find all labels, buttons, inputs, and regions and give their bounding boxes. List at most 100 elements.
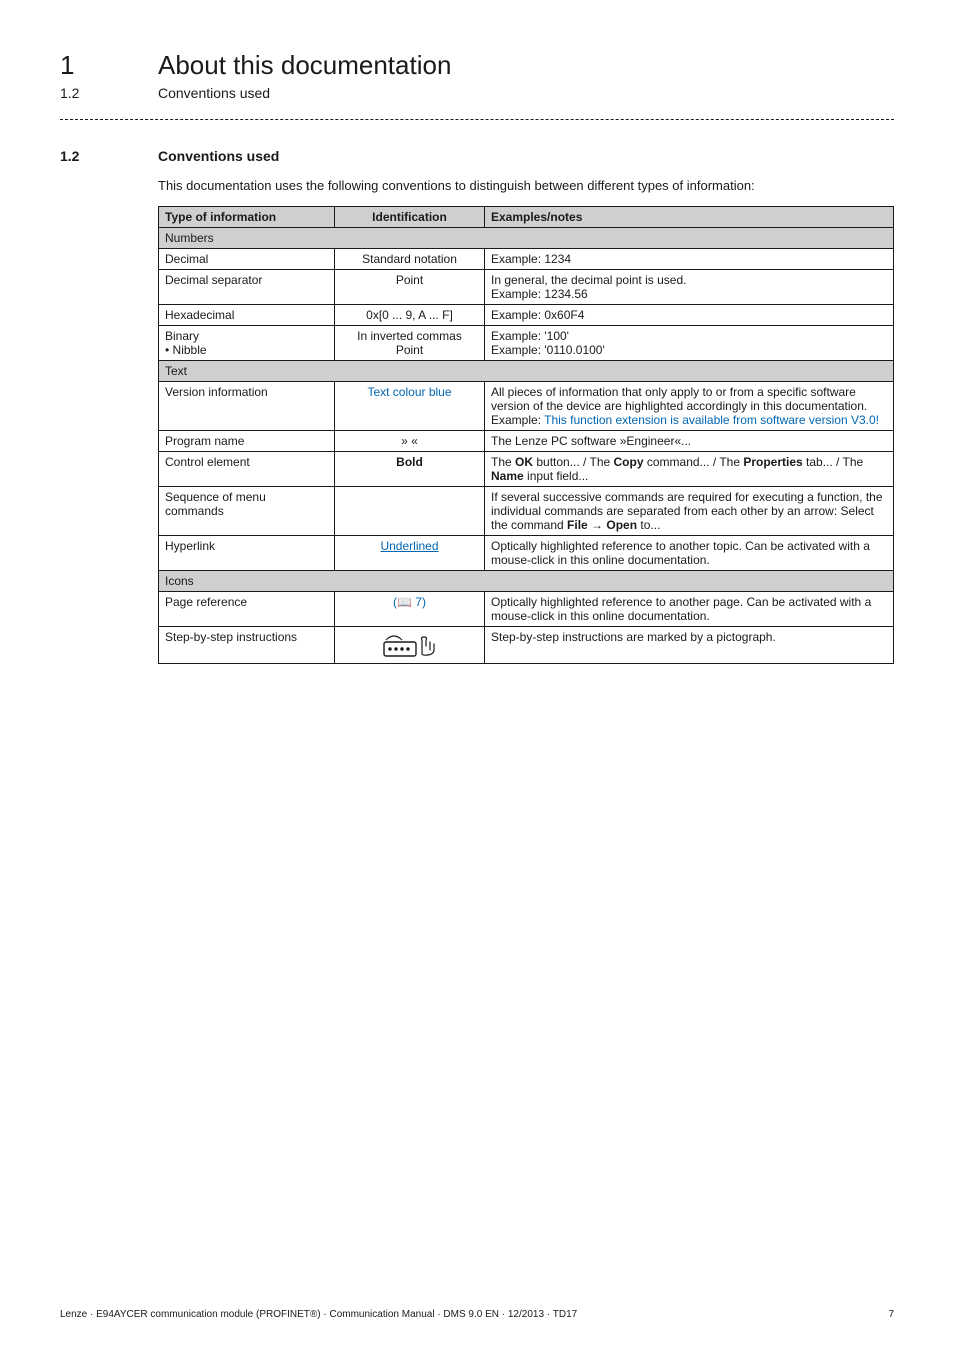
row-sequence-menu: Sequence of menu commands If several suc… — [159, 486, 894, 535]
chapter-heading: 1 About this documentation — [60, 50, 894, 81]
divider-dashed — [60, 119, 894, 120]
row-hyperlink: Hyperlink Underlined Optically highlight… — [159, 535, 894, 570]
cell: Bold — [335, 451, 485, 486]
section-title: Conventions used — [158, 148, 279, 164]
cell: Hyperlink — [159, 535, 335, 570]
row-control-element: Control element Bold The OK button... / … — [159, 451, 894, 486]
row-step-by-step: Step-by-step instructions S — [159, 626, 894, 663]
cell: Sequence of menu commands — [159, 486, 335, 535]
group-numbers-label: Numbers — [159, 227, 894, 248]
text: In general, the decimal point is used. — [491, 273, 686, 287]
page-footer: Lenze · E94AYCER communication module (P… — [60, 1309, 894, 1320]
pictograph-icon — [382, 630, 438, 660]
cell: In general, the decimal point is used. E… — [485, 269, 894, 304]
text: All pieces of information that only appl… — [491, 385, 867, 413]
cell — [335, 486, 485, 535]
cell: The OK button... / The Copy command... /… — [485, 451, 894, 486]
cell — [335, 626, 485, 663]
text-bold: Copy — [614, 455, 644, 469]
text: input field... — [524, 469, 589, 483]
text-bold: Properties — [743, 455, 802, 469]
section-heading: 1.2 Conventions used — [60, 148, 894, 164]
text: Binary — [165, 329, 199, 343]
cell: Binary • Nibble — [159, 325, 335, 360]
cell: Hexadecimal — [159, 304, 335, 325]
text: commands — [165, 504, 224, 518]
text: Example: 1234.56 — [491, 287, 588, 301]
text-bold: Open — [606, 518, 637, 532]
conventions-table: Type of information Identification Examp… — [158, 206, 894, 664]
row-version-information: Version information Text colour blue All… — [159, 381, 894, 430]
cell: If several successive commands are requi… — [485, 486, 894, 535]
row-page-reference: Page reference (📖 7) Optically highlight… — [159, 591, 894, 626]
text: Example: '100' — [491, 329, 569, 343]
running-section-label: 1.2 Conventions used — [60, 85, 894, 101]
group-text-label: Text — [159, 360, 894, 381]
text-bold: File — [567, 518, 588, 532]
intro-paragraph: This documentation uses the following co… — [158, 177, 894, 196]
cell: Control element — [159, 451, 335, 486]
text: Point — [396, 343, 423, 357]
cell: Page reference — [159, 591, 335, 626]
cell: » « — [335, 430, 485, 451]
text: Example: '0110.0100' — [491, 343, 605, 357]
footer-left: Lenze · E94AYCER communication module (P… — [60, 1309, 577, 1320]
cell: Example: 0x60F4 — [485, 304, 894, 325]
cell: Optically highlighted reference to anoth… — [485, 535, 894, 570]
header-type: Type of information — [159, 206, 335, 227]
cell: Decimal separator — [159, 269, 335, 304]
row-decimal-separator: Decimal separator Point In general, the … — [159, 269, 894, 304]
row-program-name: Program name » « The Lenze PC software »… — [159, 430, 894, 451]
cell: Decimal — [159, 248, 335, 269]
text: to... — [637, 518, 660, 532]
text: • Nibble — [165, 343, 207, 357]
text: 7) — [412, 595, 426, 609]
row-binary: Binary • Nibble In inverted commas Point… — [159, 325, 894, 360]
table-header-row: Type of information Identification Examp… — [159, 206, 894, 227]
text-bold: OK — [515, 455, 533, 469]
text: Example: — [491, 413, 544, 427]
row-hexadecimal: Hexadecimal 0x[0 ... 9, A ... F] Example… — [159, 304, 894, 325]
text: Sequence of menu — [165, 490, 266, 504]
cell: The Lenze PC software »Engineer«... — [485, 430, 894, 451]
text: In inverted commas — [357, 329, 462, 343]
group-numbers: Numbers — [159, 227, 894, 248]
chapter-title: About this documentation — [158, 50, 451, 81]
cell: In inverted commas Point — [335, 325, 485, 360]
book-icon: 📖 — [397, 595, 412, 609]
cell: All pieces of information that only appl… — [485, 381, 894, 430]
cell: 0x[0 ... 9, A ... F] — [335, 304, 485, 325]
text-blue: This function extension is available fro… — [544, 413, 879, 427]
text: The — [491, 455, 515, 469]
header-identification: Identification — [335, 206, 485, 227]
cell: Optically highlighted reference to anoth… — [485, 591, 894, 626]
cell: Text colour blue — [335, 381, 485, 430]
cell: Step-by-step instructions are marked by … — [485, 626, 894, 663]
text: button... / The — [533, 455, 614, 469]
cell: Example: '100' Example: '0110.0100' — [485, 325, 894, 360]
cell: Version information — [159, 381, 335, 430]
running-section-title: Conventions used — [158, 85, 270, 101]
group-icons: Icons — [159, 570, 894, 591]
header-examples: Examples/notes — [485, 206, 894, 227]
group-icons-label: Icons — [159, 570, 894, 591]
chapter-number: 1 — [60, 50, 158, 81]
footer-page-number: 7 — [888, 1309, 894, 1320]
cell: Standard notation — [335, 248, 485, 269]
cell: Step-by-step instructions — [159, 626, 335, 663]
cell: Point — [335, 269, 485, 304]
cell: (📖 7) — [335, 591, 485, 626]
cell: Program name — [159, 430, 335, 451]
text-bold: Name — [491, 469, 524, 483]
arrow-icon: → — [588, 518, 607, 532]
section-number: 1.2 — [60, 148, 158, 164]
cell: Underlined — [335, 535, 485, 570]
row-decimal: Decimal Standard notation Example: 1234 — [159, 248, 894, 269]
text: tab... / The — [803, 455, 863, 469]
text: command... / The — [644, 455, 744, 469]
hyperlink-sample[interactable]: Underlined — [380, 539, 438, 553]
cell: Example: 1234 — [485, 248, 894, 269]
group-text: Text — [159, 360, 894, 381]
text: If several successive commands are requi… — [491, 490, 883, 532]
running-section-number: 1.2 — [60, 85, 158, 101]
